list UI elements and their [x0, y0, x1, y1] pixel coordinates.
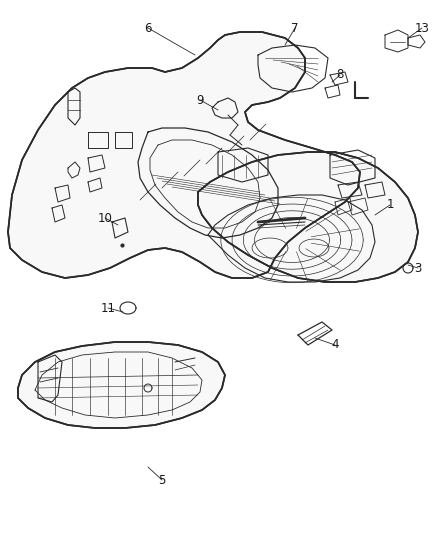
Text: 7: 7 [291, 21, 299, 35]
Polygon shape [18, 342, 225, 428]
Text: 10: 10 [98, 212, 113, 224]
Text: 5: 5 [158, 473, 166, 487]
Text: 6: 6 [144, 21, 152, 35]
Polygon shape [8, 32, 360, 278]
Text: 1: 1 [386, 198, 394, 212]
Text: 11: 11 [100, 302, 116, 314]
Text: 13: 13 [414, 21, 429, 35]
Text: 3: 3 [414, 262, 422, 274]
Text: 9: 9 [196, 93, 204, 107]
Text: 4: 4 [331, 338, 339, 351]
Text: 8: 8 [336, 69, 344, 82]
Polygon shape [198, 152, 418, 282]
